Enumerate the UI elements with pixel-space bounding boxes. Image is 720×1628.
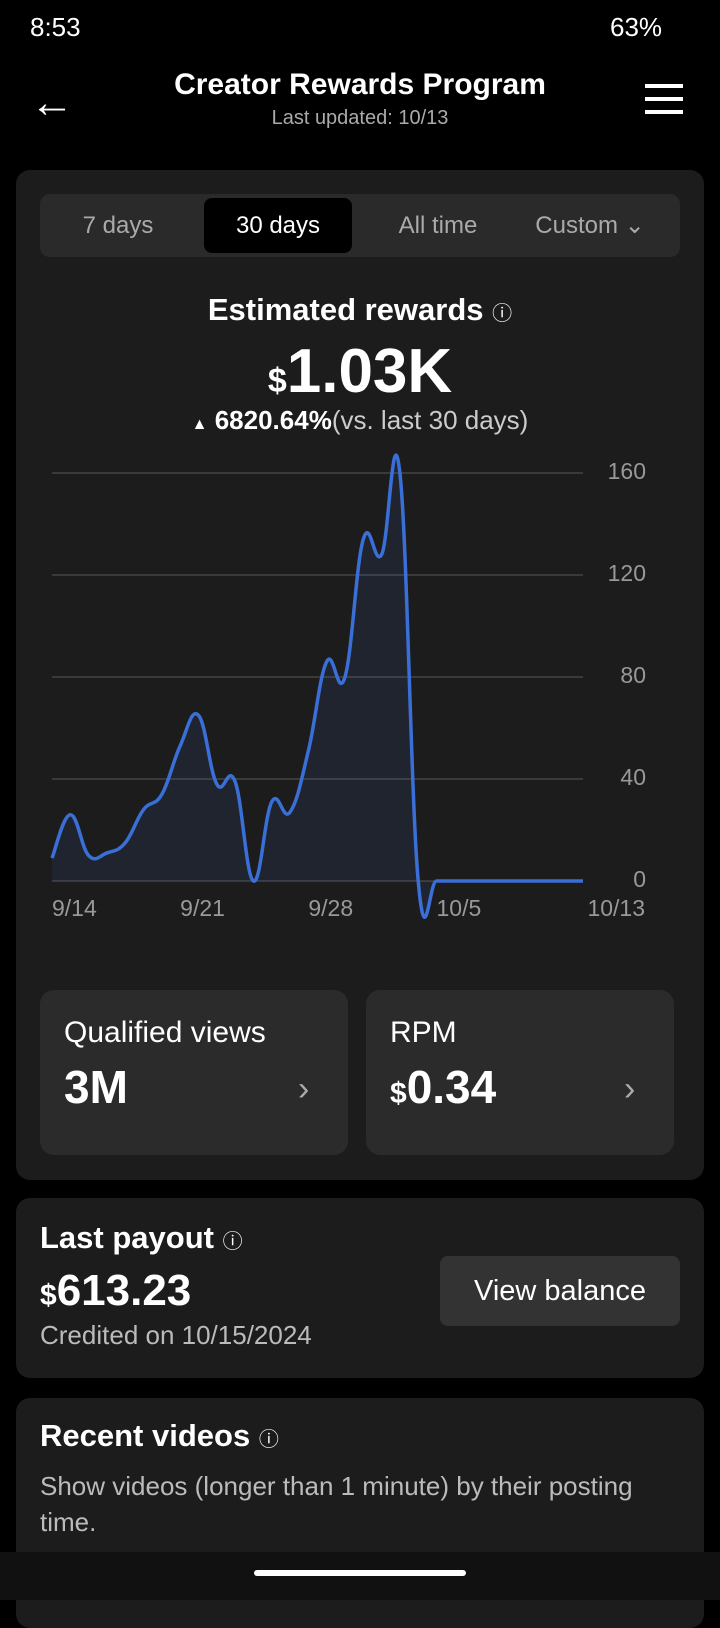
- x-tick-label: 10/13: [587, 895, 645, 921]
- y-tick-label: 120: [608, 560, 646, 586]
- currency: $: [40, 1279, 57, 1312]
- rewards-title-text: Estimated rewards: [207, 292, 484, 327]
- tab[interactable]: Custom ⌄: [535, 212, 645, 239]
- line: [50, 453, 583, 919]
- chevron: ›: [624, 1070, 636, 1108]
- y-tick-label: 0: [633, 866, 646, 892]
- recent-title-text: Recent videos: [40, 1418, 251, 1453]
- amount: 1.03K: [286, 337, 453, 406]
- card[interactable]: Qualified views 3M ›: [40, 990, 348, 1155]
- chevron: ›: [298, 1070, 310, 1108]
- y-tick-label: 160: [608, 458, 646, 484]
- tab-label: Custom: [535, 212, 618, 239]
- tab-selected[interactable]: 30 days: [204, 198, 352, 253]
- currency: $: [267, 362, 287, 400]
- tab[interactable]: All time: [398, 212, 478, 239]
- tab[interactable]: 7 days: [82, 212, 154, 239]
- battery: 63%: [610, 12, 663, 42]
- x-tick-label: 9/28: [308, 895, 353, 921]
- comparison: (vs. last 30 days): [331, 405, 529, 435]
- payout-amount: $613.23: [40, 1266, 191, 1316]
- header-subtitle: Last updated: 10/13: [271, 107, 449, 129]
- chart: 0 40 80 120 160 9/14 9/21 9/28 10/5 10/13: [50, 453, 646, 921]
- amount: 613.23: [56, 1266, 192, 1315]
- rewards-title: Estimated rewards ⓘ: [207, 292, 513, 327]
- status-time: 8:53: [30, 12, 81, 42]
- x-tick-label: 9/21: [180, 895, 225, 921]
- back-button[interactable]: ←: [30, 78, 74, 127]
- change: 6820.64%: [214, 405, 332, 435]
- nav-bar: [0, 1552, 720, 1600]
- area: [52, 455, 583, 918]
- x-tick-label: 9/14: [52, 895, 97, 921]
- recent-description: Show videos (longer than 1 minute) by th…: [40, 1471, 633, 1537]
- rewards-change: ▲ 6820.64%(vs. last 30 days): [191, 405, 529, 435]
- card[interactable]: RPM $0.34 ›: [366, 990, 674, 1155]
- payout-date: Credited on 10/15/2024: [40, 1320, 312, 1350]
- view-balance-button[interactable]: View balance: [440, 1256, 680, 1326]
- card-value: 3M: [64, 1061, 128, 1113]
- value: 0.34: [406, 1061, 497, 1113]
- card-value: $0.34: [390, 1060, 496, 1114]
- card-title: Qualified views: [64, 1016, 266, 1049]
- card-title: RPM: [390, 1016, 457, 1049]
- payout-title: Last payout ⓘ: [40, 1220, 243, 1255]
- header-title: Creator Rewards Program: [174, 68, 546, 101]
- currency: $: [390, 1077, 407, 1110]
- rewards-amount: $1.03K: [0, 336, 720, 407]
- menu-button[interactable]: [645, 84, 683, 114]
- recent-title: Recent videos ⓘ: [40, 1418, 279, 1453]
- tab-bar: [40, 194, 680, 257]
- payout-title-text: Last payout: [40, 1220, 214, 1255]
- y-tick-label: 40: [620, 764, 646, 790]
- y-tick-label: 80: [620, 662, 646, 688]
- x-tick-label: 10/5: [437, 895, 482, 921]
